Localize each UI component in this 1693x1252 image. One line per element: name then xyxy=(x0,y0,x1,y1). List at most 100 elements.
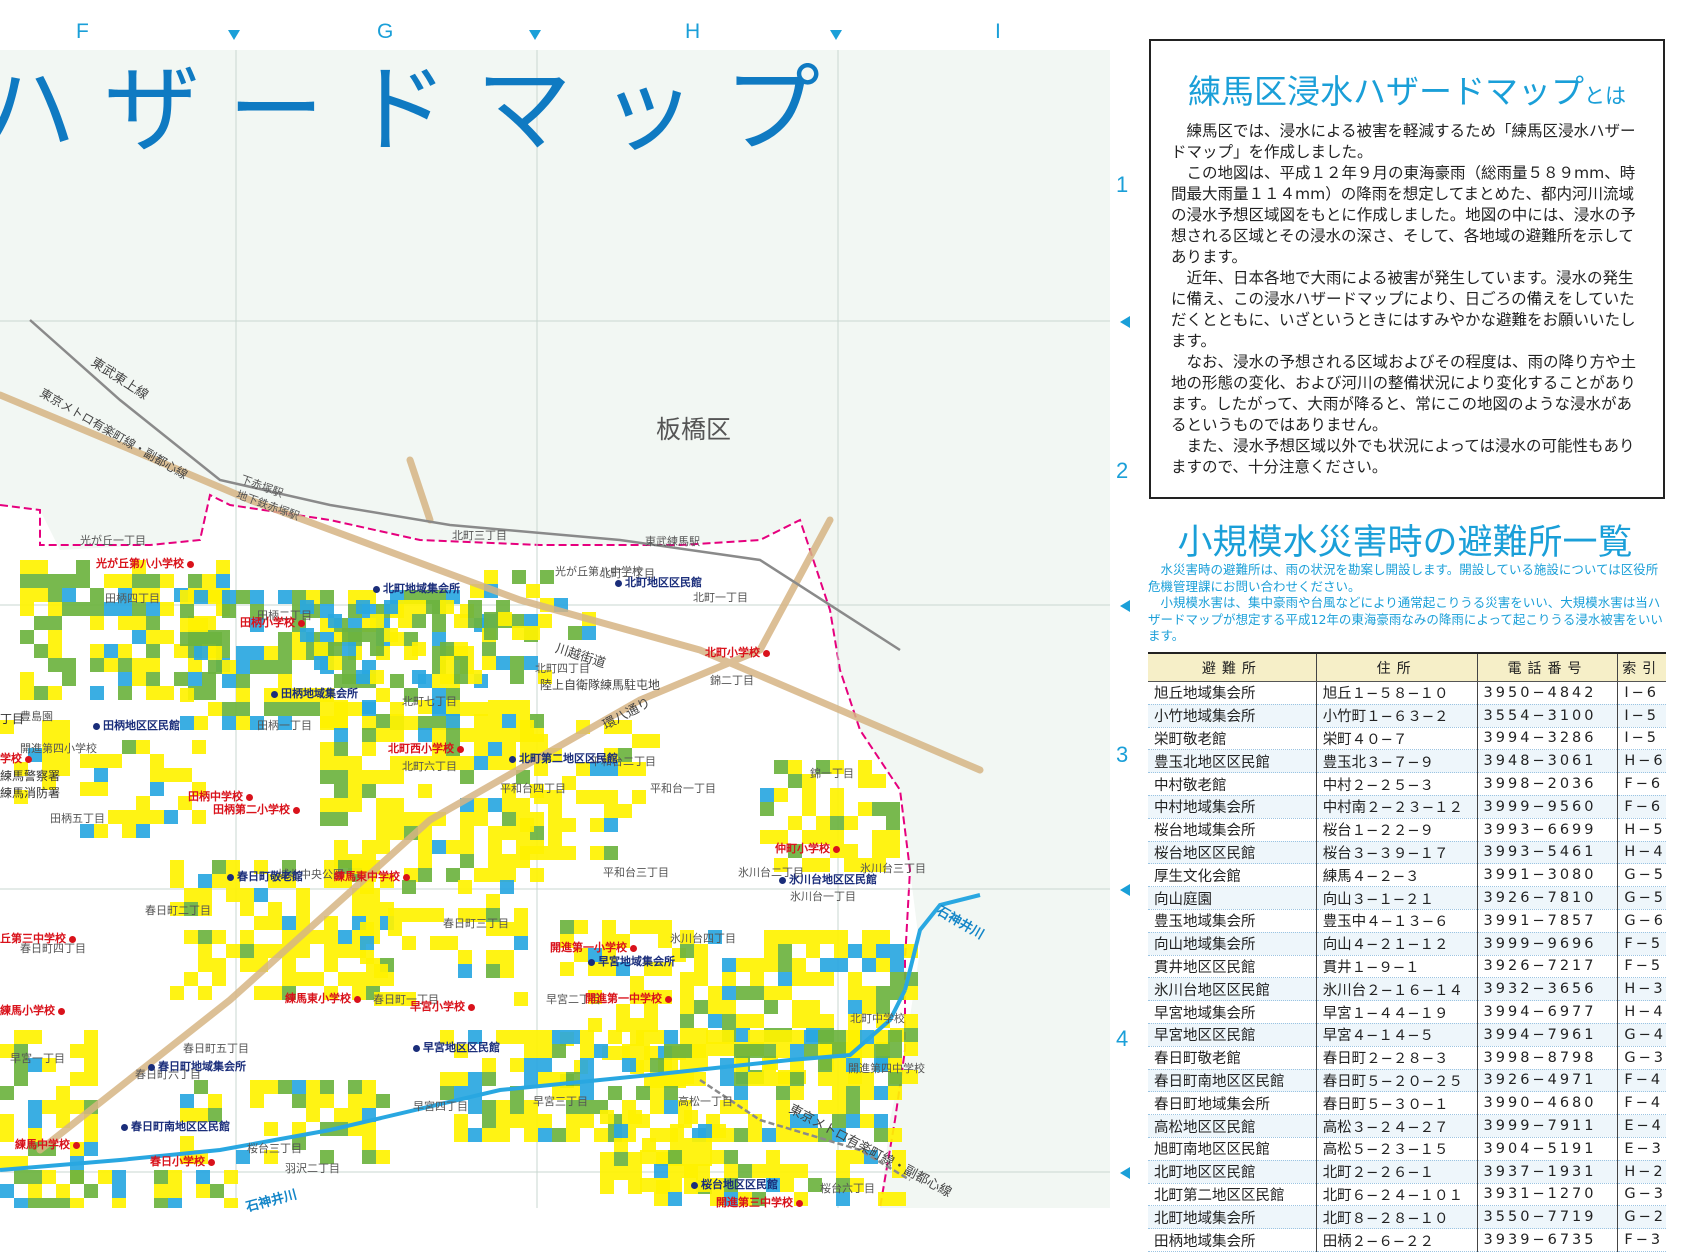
place-label: 錦二丁目 xyxy=(710,674,754,687)
school-marker-icon xyxy=(73,1141,80,1149)
cell-shelter: 春日町南地区区民館 xyxy=(1148,1069,1317,1093)
flood-cell xyxy=(180,618,194,632)
flood-cell xyxy=(446,868,460,882)
shelter-marker-icon xyxy=(227,873,234,881)
cell-address: 高松５−２３−１５ xyxy=(1315,1137,1478,1161)
shelter-marker[interactable]: 早宮地区区民館 xyxy=(410,1041,500,1054)
flood-cell xyxy=(402,880,416,894)
flood-cell xyxy=(212,972,226,986)
shelter-marker[interactable]: 田柄第二小学校 xyxy=(213,803,303,816)
cell-address: 栄町４０−７ xyxy=(1315,727,1478,751)
shelter-marker[interactable]: 氷川台地区区民館 xyxy=(776,873,877,886)
flood-cell xyxy=(236,646,250,660)
place-label: 桜台六丁目 xyxy=(820,1182,875,1195)
shelter-marker[interactable]: 春日小学校 xyxy=(150,1155,218,1168)
shelter-marker[interactable]: 田柄地区区民館 xyxy=(90,719,180,732)
cell-address: 小竹町１−６３−２ xyxy=(1315,704,1478,728)
flood-cell xyxy=(496,600,510,614)
flood-cell xyxy=(362,1080,376,1094)
flood-cell xyxy=(628,1180,642,1194)
flood-cell xyxy=(836,1164,850,1178)
shelter-marker-label: 開進第一小学校 xyxy=(550,941,627,954)
shelter-marker[interactable]: 開進第三中学校 xyxy=(716,1196,806,1209)
flood-cell xyxy=(342,656,356,670)
shelter-marker[interactable]: 練馬東中学校 xyxy=(334,870,413,883)
flood-cell xyxy=(680,1056,694,1070)
shelter-marker[interactable]: 早宮地域集会所 xyxy=(585,955,675,968)
flood-cell xyxy=(622,1058,636,1072)
shelter-marker[interactable]: 北町小学校 xyxy=(705,646,773,659)
shelter-marker[interactable]: 光が丘第八小学校 xyxy=(96,557,197,570)
flood-cell xyxy=(552,1086,566,1100)
shelter-marker[interactable]: 北町地域集会所 xyxy=(370,582,460,595)
flood-cell xyxy=(184,888,198,902)
flood-cell xyxy=(432,716,446,730)
shelter-marker-icon xyxy=(121,1123,128,1131)
flood-cell xyxy=(636,1086,650,1100)
flood-cell xyxy=(788,844,802,858)
flood-cell xyxy=(538,1044,552,1058)
flood-cell xyxy=(776,1030,790,1044)
shelter-marker[interactable]: 桜台地区区民館 xyxy=(688,1178,778,1191)
flood-cell xyxy=(460,756,474,770)
flood-cell xyxy=(80,782,94,796)
flood-cell xyxy=(94,754,108,768)
table-row: 貫井地区区民館 貫井１−９−１ 3926−7217 F−5 xyxy=(1148,955,1666,979)
shelter-marker[interactable]: 練馬小学校 xyxy=(0,1004,68,1017)
flood-cell xyxy=(524,1058,538,1072)
flood-hazard-map[interactable] xyxy=(0,0,1135,1208)
flood-cell xyxy=(118,672,132,686)
shelter-marker[interactable]: 春日町敬老館 xyxy=(224,870,303,883)
flood-cell xyxy=(460,826,474,840)
shelter-marker[interactable]: 田柄小学校 xyxy=(240,616,308,629)
flood-cell xyxy=(538,670,552,684)
flood-cell xyxy=(418,784,432,798)
shelter-marker[interactable]: 田柄中学校 xyxy=(188,790,256,803)
flood-cell xyxy=(338,944,352,958)
shelter-marker[interactable]: 学校 xyxy=(0,752,35,765)
flood-cell xyxy=(636,1058,650,1072)
flood-cell xyxy=(632,734,646,748)
flood-cell xyxy=(208,1094,222,1108)
flood-cell xyxy=(320,742,334,756)
flood-cell xyxy=(644,920,658,934)
shelter-marker[interactable]: 丘第三中学校 xyxy=(0,932,79,945)
flood-cell xyxy=(502,812,516,826)
cell-shelter: 北町地区区民館 xyxy=(1148,1160,1317,1184)
flood-cell xyxy=(334,742,348,756)
flood-cell xyxy=(510,656,524,670)
shelter-marker[interactable]: 仲町小学校 xyxy=(775,842,843,855)
flood-cell xyxy=(324,930,338,944)
flood-cell xyxy=(282,972,296,986)
flood-cell xyxy=(348,784,362,798)
table-row: 春日町地域集会所 春日町５−３０−１ 3990−4680 F−4 xyxy=(1148,1091,1666,1116)
flood-cell xyxy=(512,626,526,640)
flood-cell xyxy=(154,1184,168,1198)
flood-cell xyxy=(632,762,646,776)
flood-cell xyxy=(300,628,314,642)
flood-cell xyxy=(254,944,268,958)
flood-cell xyxy=(680,1028,694,1042)
flood-cell xyxy=(534,790,548,804)
flood-cell xyxy=(180,1136,194,1150)
cell-shelter: 春日町地域集会所 xyxy=(1148,1091,1317,1116)
flood-cell xyxy=(300,600,314,614)
shelter-marker[interactable]: 春日町南地区区民館 xyxy=(118,1120,230,1133)
place-label: 北町七丁目 xyxy=(402,695,457,708)
shelter-marker[interactable]: 北町地区区民館 xyxy=(612,576,702,589)
shelter-marker[interactable]: 練馬東小学校 xyxy=(285,992,364,1005)
shelter-marker[interactable]: 早宮小学校 xyxy=(410,1000,478,1013)
flood-cell xyxy=(788,760,802,774)
shelter-marker[interactable]: 練馬中学校 xyxy=(15,1138,83,1151)
shelter-marker[interactable]: 開進第一小学校 xyxy=(550,941,640,954)
shelter-marker[interactable]: 田柄地域集会所 xyxy=(268,687,358,700)
shelter-marker[interactable]: 北町西小学校 xyxy=(388,742,467,755)
flood-cell xyxy=(548,846,562,860)
flood-cell xyxy=(132,672,146,686)
flood-cell xyxy=(208,660,222,674)
shelter-marker[interactable]: 開進第一中学校 xyxy=(585,992,675,1005)
flood-cell xyxy=(722,958,736,972)
shelter-marker[interactable]: 北町第二地区区民館 xyxy=(506,752,618,765)
shelter-marker[interactable]: 春日町地域集会所 xyxy=(145,1060,246,1073)
flood-cell xyxy=(454,1114,468,1128)
